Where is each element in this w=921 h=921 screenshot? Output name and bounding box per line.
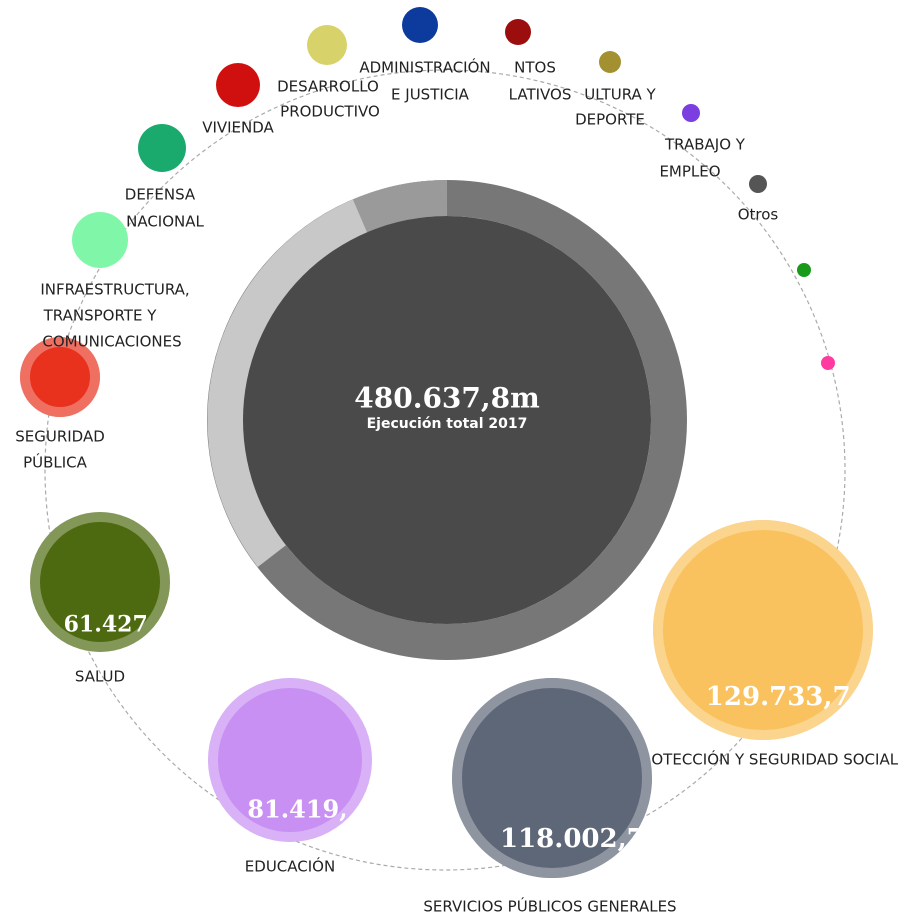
bubble-circle — [653, 520, 873, 740]
bubble-circle — [797, 263, 811, 277]
bubble-label: DESARROLLO — [277, 78, 379, 96]
bubble — [402, 7, 438, 43]
bubble — [72, 212, 128, 268]
total-caption: Ejecución total 2017 — [367, 416, 528, 432]
bubble — [216, 63, 260, 107]
bubble-label: SERVICIOS PÚBLICOS GENERALES — [423, 897, 676, 916]
bubble-label: ULTURA Y — [584, 86, 656, 104]
bubble-value: 61.427 — [64, 611, 148, 637]
bubble — [505, 19, 531, 45]
bubble-label: SEGURIDAD — [15, 428, 105, 446]
bubble: 129.733,7 — [653, 520, 873, 740]
bubble-label: LATIVOS — [509, 86, 572, 104]
bubble — [821, 356, 835, 370]
bubble: 118.002,7 — [452, 678, 652, 878]
bubble-circle — [452, 678, 652, 878]
bubble-ring — [452, 678, 652, 878]
bubble-label: EMPLEO — [659, 163, 720, 181]
bubble-label: NACIONAL — [126, 213, 204, 231]
bubble-label: PROTECCIÓN Y SEGURIDAD SOCIAL — [632, 750, 899, 769]
bubble-label: E JUSTICIA — [391, 86, 470, 104]
bubble-label: TRANSPORTE Y — [43, 307, 158, 325]
bubble-label: SALUD — [75, 668, 125, 686]
bubble — [749, 175, 767, 193]
bubble-circle — [30, 512, 170, 652]
bubble-circle — [72, 212, 128, 268]
bubble-circle — [402, 7, 438, 43]
bubble-label: VIVIENDA — [202, 119, 274, 137]
bubble-ring — [30, 512, 170, 652]
bubble-circle — [20, 337, 100, 417]
bubble-circle — [208, 678, 372, 842]
bubble-circle — [821, 356, 835, 370]
bubble — [682, 104, 700, 122]
bubble-value: 81.419, — [247, 794, 347, 823]
bubble-label: PRODUCTIVO — [280, 103, 380, 121]
bubble-label: ADMINISTRACIÓN — [359, 58, 490, 77]
bubble-label: DEPORTE — [575, 111, 645, 129]
bubble-circle — [307, 25, 347, 65]
bubble-label: NTOS — [514, 59, 556, 77]
bubble-value: 118.002,7 — [500, 824, 645, 854]
bubble: 61.427 — [30, 512, 170, 652]
bubble-label: TRABAJO Y — [664, 136, 746, 154]
bubble-ring — [653, 520, 873, 740]
bubble — [307, 25, 347, 65]
bubble-label: DEFENSA — [125, 186, 196, 204]
bubble-circle — [505, 19, 531, 45]
bubble-circle — [682, 104, 700, 122]
bubble-label: PÚBLICA — [23, 453, 88, 472]
center-disk — [243, 216, 651, 624]
bubble: 81.419, — [208, 678, 372, 842]
bubble-circle — [599, 51, 621, 73]
bubble-circle — [138, 124, 186, 172]
ring-segment — [352, 180, 448, 233]
bubble — [797, 263, 811, 277]
bubble — [138, 124, 186, 172]
orbit — [44, 69, 846, 871]
total-value: 480.637,8m — [354, 382, 540, 415]
bubble-ring — [20, 337, 100, 417]
bubble-label: EDUCACIÓN — [245, 857, 335, 876]
bubble-label: INFRAESTRUCTURA, — [40, 281, 189, 299]
bubble-value: 129.733,7 — [706, 682, 851, 712]
bubble — [20, 337, 100, 417]
bubble-label: Otros — [738, 206, 779, 224]
bubble-circle — [216, 63, 260, 107]
bubble-ring — [208, 678, 372, 842]
bubble-label: COMUNICACIONES — [42, 333, 181, 351]
bubble-circle — [749, 175, 767, 193]
bubble — [599, 51, 621, 73]
